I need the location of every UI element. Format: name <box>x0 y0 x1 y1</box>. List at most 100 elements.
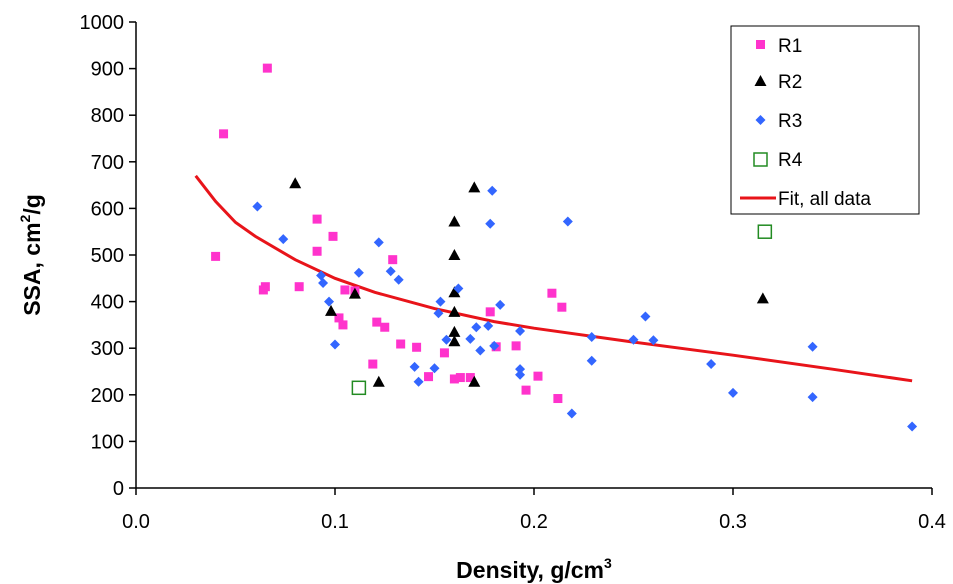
legend-label-r3: R3 <box>778 111 802 132</box>
y-axis-title-sup: 2 <box>17 214 33 222</box>
point-r2 <box>756 292 769 304</box>
y-tick-label: 500 <box>91 245 124 267</box>
point-r3 <box>435 296 446 307</box>
x-axis-ticks: 0.0 0.1 0.2 0.3 0.4 <box>122 488 946 533</box>
point-r1 <box>334 313 344 323</box>
point-r3 <box>318 277 329 288</box>
y-tick-label: 800 <box>91 105 124 127</box>
point-r1 <box>439 348 449 358</box>
legend-label-r1: R1 <box>778 36 802 57</box>
point-r1 <box>424 372 434 382</box>
point-r3 <box>252 201 263 212</box>
point-r2 <box>348 287 361 299</box>
x-axis-title-sup: 3 <box>604 555 612 571</box>
point-r3 <box>807 392 818 403</box>
point-r3 <box>515 369 526 380</box>
point-r2 <box>289 177 302 189</box>
point-r2 <box>468 181 481 193</box>
y-tick-label: 900 <box>91 59 124 81</box>
point-r3 <box>706 359 717 370</box>
point-r3 <box>489 340 500 351</box>
legend-marker-r3 <box>755 115 766 125</box>
x-tick-label: 0.2 <box>520 511 548 533</box>
x-tick-label: 0.0 <box>122 511 150 533</box>
point-r1 <box>396 339 406 349</box>
point-r3 <box>385 266 396 277</box>
y-tick-label: 0 <box>113 478 124 500</box>
point-r3 <box>353 267 364 278</box>
y-tick-label: 1000 <box>80 12 125 34</box>
x-axis-title-main: Density, g/cm <box>456 557 604 583</box>
point-r1 <box>388 255 398 265</box>
point-r2 <box>448 249 461 260</box>
x-axis-title: Density, g/cm3 <box>456 555 612 583</box>
point-r3 <box>429 363 440 374</box>
point-r3 <box>640 311 651 322</box>
legend-marker-r4 <box>753 152 768 167</box>
point-r1 <box>533 371 543 381</box>
point-r1 <box>455 373 465 383</box>
point-r1 <box>449 374 459 384</box>
point-r1 <box>262 63 272 73</box>
legend-label-fit: Fit, all data <box>778 189 871 210</box>
y-axis-title-main: SSA, cm <box>19 222 45 315</box>
point-r3 <box>316 270 327 281</box>
legend-marker-r2 <box>754 75 767 86</box>
point-r3 <box>330 339 340 350</box>
point-r1 <box>294 282 304 292</box>
point-r2 <box>325 304 338 316</box>
point-r1 <box>368 359 378 369</box>
y-tick-label: 100 <box>91 431 124 453</box>
point-r1 <box>372 317 382 327</box>
point-r3 <box>471 322 482 333</box>
y-axis-ticks: 0 100 200 300 400 500 600 700 800 900 1000 <box>80 12 136 500</box>
point-r1 <box>312 246 322 256</box>
point-r1 <box>328 231 338 241</box>
point-r3 <box>728 387 738 398</box>
legend-marker-r1 <box>756 40 765 49</box>
point-r3 <box>586 332 597 343</box>
x-tick-label: 0.1 <box>321 511 349 533</box>
point-r3 <box>433 308 444 319</box>
point-r2 <box>468 375 481 387</box>
point-r3 <box>566 408 577 419</box>
y-tick-label: 400 <box>91 292 124 314</box>
point-r1 <box>511 341 521 351</box>
point-r3 <box>441 334 452 345</box>
point-r3 <box>562 216 573 227</box>
legend: R1 R2 R3 R4 Fit, all data <box>730 25 920 215</box>
point-r1 <box>485 307 495 317</box>
point-r1 <box>547 288 557 298</box>
y-axis-title: SSA, cm2/g <box>17 194 45 316</box>
x-tick-label: 0.4 <box>918 511 946 533</box>
point-r2 <box>448 286 461 298</box>
point-r3 <box>453 283 464 294</box>
point-r3 <box>485 218 496 229</box>
point-r1 <box>312 214 322 224</box>
y-tick-label: 300 <box>91 338 124 360</box>
point-r3 <box>807 341 818 352</box>
point-r3 <box>413 376 424 387</box>
point-r3 <box>515 325 526 336</box>
legend-label-r4: R4 <box>778 150 803 171</box>
point-r3 <box>907 421 918 432</box>
point-r2 <box>372 375 385 387</box>
y-tick-label: 700 <box>91 152 124 174</box>
point-r3 <box>483 320 494 331</box>
point-r1 <box>412 342 422 352</box>
fit-line-layer <box>194 174 913 383</box>
point-r2 <box>448 215 461 227</box>
point-r2 <box>448 305 461 317</box>
point-r1 <box>219 129 229 139</box>
point-r3 <box>475 345 486 356</box>
point-r3 <box>487 185 498 196</box>
point-r3 <box>495 299 506 310</box>
point-r3 <box>628 334 639 345</box>
point-r3 <box>278 234 289 245</box>
point-r3 <box>409 361 420 372</box>
point-r4 <box>757 224 773 239</box>
point-r1 <box>340 285 350 295</box>
point-r3 <box>515 364 526 375</box>
point-r3 <box>393 274 404 285</box>
